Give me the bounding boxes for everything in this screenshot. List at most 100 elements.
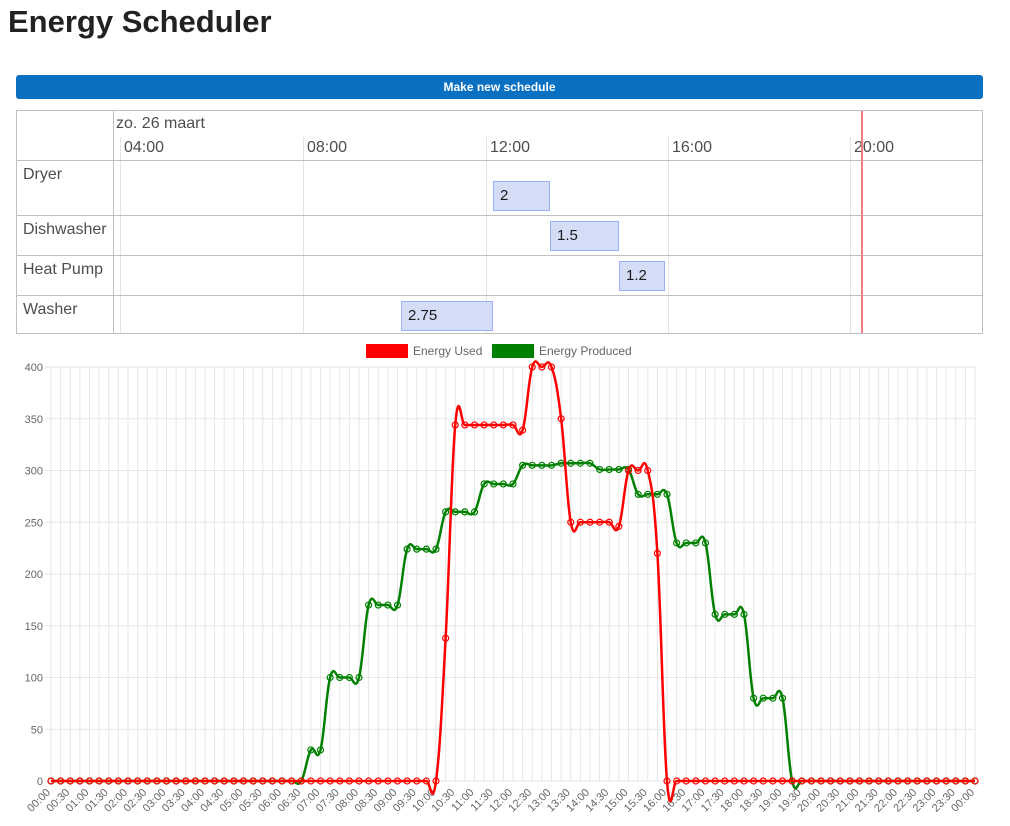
timeline-hour-label: 12:00: [490, 139, 531, 156]
energy-used-point: [374, 777, 382, 785]
energy-produced-point: [644, 490, 652, 498]
energy-used-point: [230, 777, 238, 785]
energy-used-point: [499, 421, 507, 429]
energy-used-point: [345, 777, 353, 785]
energy-used-point: [827, 777, 835, 785]
energy-used-point: [134, 777, 142, 785]
energy-used-point: [480, 421, 488, 429]
energy-used-point: [711, 777, 719, 785]
y-tick-label: 50: [31, 724, 43, 736]
legend-energy-produced-swatch: [492, 344, 534, 358]
label-column-divider: [113, 111, 114, 333]
energy-produced-point: [451, 508, 459, 516]
energy-used-point: [57, 777, 65, 785]
group-label-dishwasher: Dishwasher: [23, 221, 107, 238]
timeline-item-heat-pump[interactable]: 1.2: [619, 261, 665, 291]
energy-used-point: [451, 421, 459, 429]
energy-used-point: [365, 777, 373, 785]
timeline-item-washer[interactable]: 2.75: [401, 301, 493, 331]
energy-produced-point: [576, 459, 584, 467]
gridline-1200: [486, 137, 487, 333]
energy-used-point: [615, 522, 623, 530]
energy-used-point: [653, 549, 661, 557]
energy-produced-point: [538, 461, 546, 469]
energy-used-point: [682, 777, 690, 785]
energy-used-point: [778, 777, 787, 785]
energy-produced-point: [490, 480, 498, 488]
gridline-1600: [668, 137, 669, 333]
y-tick-label: 200: [25, 569, 43, 581]
energy-used-point: [932, 777, 941, 785]
energy-used-point: [740, 777, 748, 785]
energy-used-point: [66, 777, 74, 785]
energy-used-point: [268, 777, 276, 785]
energy-used-point: [85, 777, 94, 785]
energy-used-point: [538, 363, 546, 371]
energy-produced-point: [519, 461, 527, 469]
energy-used-point: [605, 518, 613, 526]
energy-used-point: [701, 777, 710, 785]
energy-used-point: [730, 777, 738, 785]
energy-used-point: [904, 777, 912, 785]
legend-energy-produced-label: Energy Produced: [539, 344, 632, 358]
energy-produced-point: [730, 610, 738, 618]
energy-used-point: [105, 777, 113, 785]
energy-used-point: [259, 777, 267, 785]
energy-used-point: [855, 777, 864, 785]
energy-produced-point: [345, 673, 353, 682]
energy-used-point: [644, 466, 652, 475]
energy-used-point: [422, 777, 430, 785]
make-new-schedule-button[interactable]: Make new schedule: [16, 75, 983, 99]
timeline-item-dishwasher[interactable]: 1.5: [550, 221, 619, 251]
energy-used-point: [663, 777, 671, 785]
legend-energy-used-swatch: [366, 344, 408, 358]
energy-used-point: [384, 777, 392, 785]
energy-used-point: [124, 777, 132, 785]
energy-used-point: [316, 777, 325, 785]
energy-produced-point: [692, 539, 700, 547]
energy-produced-point: [663, 490, 671, 498]
schedule-timeline: zo. 26 maart 04:00 08:00 12:00 16:00 20:…: [16, 110, 983, 334]
page-title: Energy Scheduler: [8, 4, 272, 39]
energy-produced-point: [499, 480, 507, 488]
energy-used-point: [759, 777, 767, 785]
energy-used-point: [413, 777, 421, 785]
y-tick-label: 100: [25, 673, 43, 685]
energy-produced-point: [480, 480, 488, 488]
energy-used-point: [297, 777, 305, 785]
energy-used-point: [586, 518, 594, 526]
energy-used-point: [114, 777, 122, 785]
energy-produced-point: [547, 461, 556, 469]
energy-used-point: [143, 777, 151, 785]
energy-produced-point: [336, 673, 344, 682]
energy-produced-point: [759, 694, 767, 702]
energy-used-point: [846, 777, 854, 785]
energy-used-point: [692, 777, 700, 785]
timeline-item-dryer[interactable]: 2: [493, 181, 550, 211]
energy-used-line: [51, 360, 975, 803]
energy-used-point: [442, 634, 450, 642]
energy-produced-point: [701, 539, 710, 547]
energy-produced-point: [711, 610, 719, 618]
timeline-hour-label: 04:00: [124, 139, 165, 156]
energy-used-point: [393, 777, 402, 785]
energy-used-point: [913, 777, 921, 785]
energy-used-point: [750, 777, 758, 785]
energy-used-point: [923, 777, 931, 785]
energy-used-point: [162, 777, 171, 785]
energy-produced-point: [316, 746, 325, 754]
energy-produced-point: [432, 545, 440, 553]
energy-used-point: [952, 777, 960, 785]
energy-produced-point: [778, 694, 787, 702]
energy-used-point: [211, 777, 219, 785]
energy-used-point: [307, 777, 315, 785]
legend-energy-used-label: Energy Used: [413, 344, 482, 358]
y-tick-label: 150: [25, 621, 43, 633]
energy-used-point: [355, 777, 363, 785]
energy-used-point: [865, 777, 873, 785]
energy-used-point: [191, 777, 199, 785]
gridline-0800: [303, 137, 304, 333]
energy-used-point: [788, 777, 796, 785]
energy-produced-point: [673, 539, 681, 547]
energy-used-point: [153, 777, 161, 785]
